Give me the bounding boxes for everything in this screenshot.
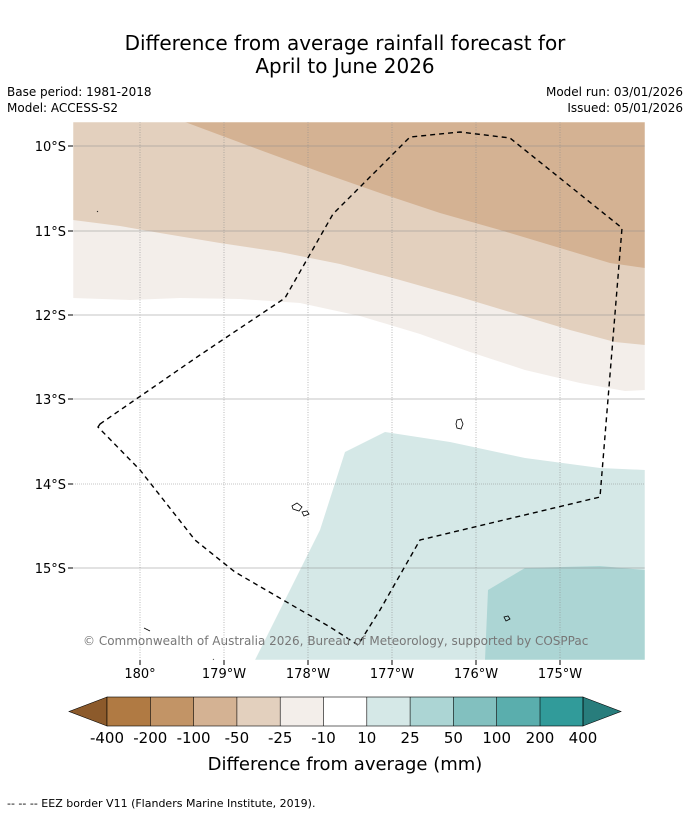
legend-title: Difference from average (mm) [208,754,483,775]
map-plot-area [73,122,645,660]
legend-swatch [323,697,367,726]
lat-label: 14°S [35,478,66,493]
lon-label: 176°W [454,667,498,682]
legend-tick-label: -50 [225,729,250,747]
lon-label: 180° [124,667,155,682]
lat-label: 12°S [35,309,66,324]
island-outline [301,510,310,517]
lon-label: 175°W [538,667,582,682]
island-outline [96,210,99,213]
island-outline [143,627,151,632]
legend-tick-label: -100 [177,729,211,747]
legend-swatch [366,697,411,726]
lat-label: 13°S [35,393,66,408]
legend-tick-label: 100 [482,729,511,747]
legend-tick-label: 50 [444,729,463,747]
legend-tick-label: -25 [268,729,293,747]
lon-label: 179°W [202,667,246,682]
legend-extension-low [68,696,108,727]
island-outline [455,418,464,430]
islands [96,210,511,660]
color-legend: -400 -200 -100 -50 -25 -10 10 25 50 100 … [68,696,622,775]
legend-swatch [410,697,454,726]
lon-label: 178°W [286,667,330,682]
legend-tick-label: -10 [311,729,336,747]
legend-swatch [280,697,324,726]
legend-swatch [107,697,151,726]
model-label: Model: ACCESS-S2 [7,101,119,115]
rainfall-band-plus-25 [485,566,645,660]
lat-label: 15°S [35,562,66,577]
legend-extension-high [582,696,622,727]
legend-swatch [496,697,540,726]
issued-label: Issued: 05/01/2026 [567,101,683,115]
legend-tick-label: 400 [569,729,598,747]
longitude-axis: 180° 179°W 178°W 177°W 176°W 175°W [124,660,582,682]
map-title-line-2: April to June 2026 [255,54,435,78]
legend-tick-label: 10 [357,729,376,747]
lon-label: 177°W [370,667,414,682]
rainfall-band-minus-50 [185,122,645,268]
legend-tick-label: -400 [90,729,124,747]
copyright-note: © Commonwealth of Australia 2026, Bureau… [83,634,588,648]
legend-swatch [453,697,497,726]
legend-swatch [540,697,583,726]
legend-swatch [193,697,237,726]
legend-swatch [150,697,194,726]
map-title-line-1: Difference from average rainfall forecas… [124,31,566,55]
lat-label: 11°S [35,225,66,240]
legend-tick-label: -200 [133,729,167,747]
legend-tick-label: 200 [526,729,555,747]
eez-border [97,131,623,646]
eez-footnote: -- -- -- EEZ border V11 (Flanders Marine… [7,797,316,810]
lat-label: 10°S [35,140,66,155]
latitude-axis: 10°S 11°S 12°S 13°S 14°S 15°S [35,140,73,577]
legend-swatch [236,697,281,726]
base-period-label: Base period: 1981-2018 [7,85,152,99]
legend-tick-label: 25 [401,729,420,747]
map-frame [72,121,646,661]
graticule [73,122,645,660]
island-outline [503,615,511,622]
island-outline [291,502,303,512]
model-run-label: Model run: 03/01/2026 [545,85,683,99]
